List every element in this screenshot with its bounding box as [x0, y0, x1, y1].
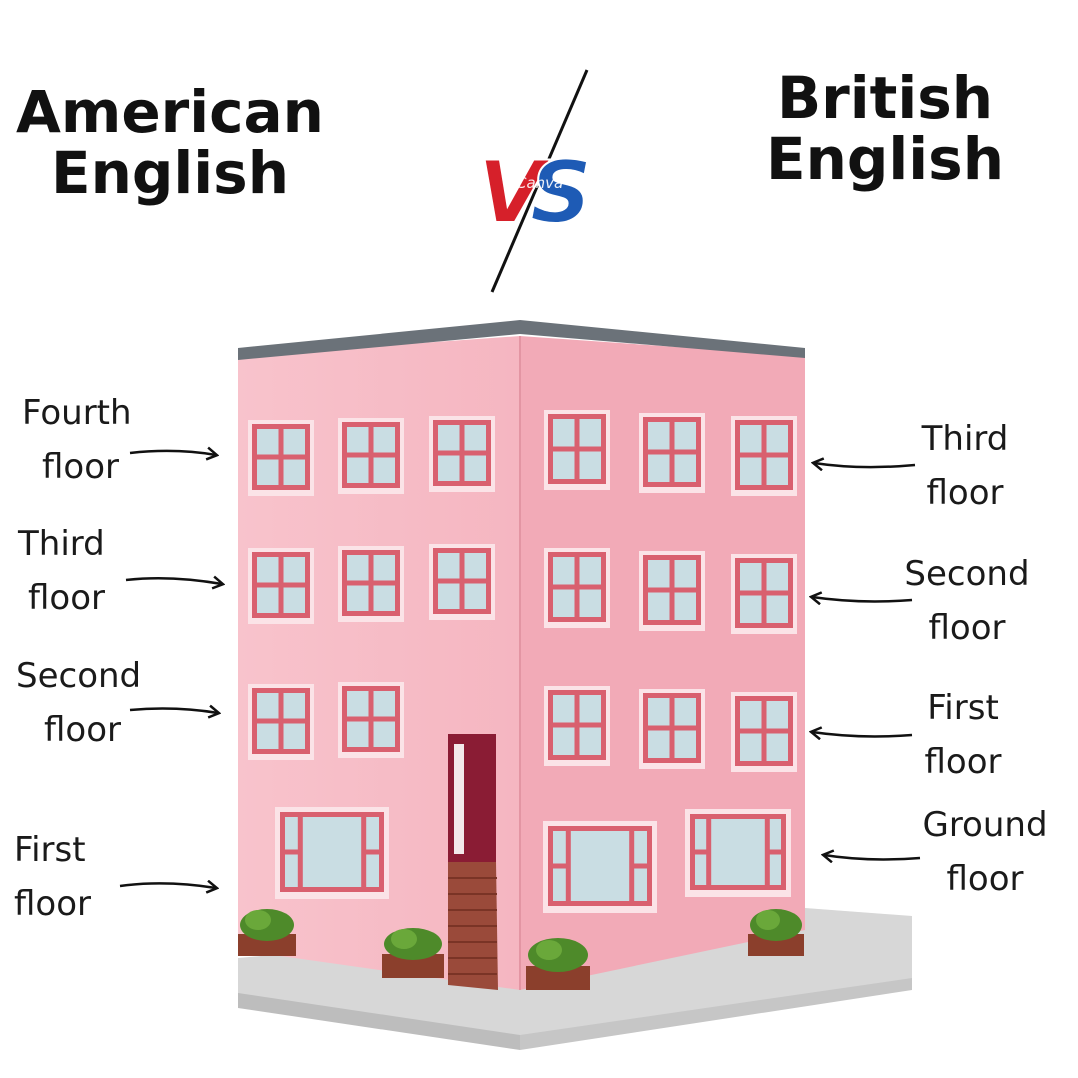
label-uk-ground-floor: Ground floor	[905, 798, 1065, 906]
label-line: floor	[14, 884, 91, 924]
window	[544, 410, 610, 490]
label-uk-first-floor: First floor	[893, 681, 1033, 789]
roof	[238, 320, 805, 360]
label-line: floor	[44, 710, 121, 750]
label-arrows	[119, 451, 921, 888]
versus-letter-v: V	[478, 143, 551, 243]
american-heading-line-1: American	[16, 78, 324, 146]
label-line: Second	[16, 656, 142, 696]
label-line: Fourth	[22, 393, 132, 433]
label-line: Ground	[922, 805, 1048, 845]
versus-watermark: Canva	[516, 174, 563, 192]
building	[238, 320, 805, 990]
entrance-door	[448, 734, 498, 990]
arrow-second-floor-us	[129, 709, 218, 713]
window	[731, 554, 797, 634]
window	[731, 692, 797, 772]
label-line: Second	[904, 554, 1030, 594]
window	[429, 544, 495, 620]
label-line: floor	[924, 742, 1002, 782]
british-english-heading: British English	[735, 68, 1035, 190]
label-line: Third	[921, 419, 1009, 459]
label-line: First	[927, 688, 999, 728]
label-uk-second-floor: Second floor	[887, 547, 1047, 655]
window-bay	[275, 807, 389, 899]
window	[338, 418, 404, 494]
window	[248, 684, 314, 760]
arrow-ground-floor-uk	[824, 855, 921, 859]
arrow-third-floor-uk	[814, 463, 916, 467]
window	[731, 416, 797, 496]
arrow-fourth-floor-us	[129, 451, 216, 455]
label-us-third-floor: Third floor	[18, 517, 105, 625]
label-line: Third	[18, 524, 105, 564]
window	[248, 548, 314, 624]
window	[429, 416, 495, 492]
window-bay	[543, 821, 657, 913]
label-line: floor	[928, 608, 1006, 648]
arrow-second-floor-uk	[812, 597, 913, 601]
window	[639, 551, 705, 631]
planters	[238, 909, 804, 990]
label-line: First	[14, 830, 86, 870]
american-heading-line-2: English	[50, 138, 289, 207]
label-line: floor	[28, 578, 105, 618]
window	[338, 546, 404, 622]
windows	[248, 410, 797, 913]
versus-logo: V S Canva	[477, 69, 593, 293]
british-heading-line-2: English	[765, 124, 1004, 193]
label-line: floor	[946, 859, 1024, 899]
arrow-first-floor-us	[119, 883, 216, 888]
window	[639, 689, 705, 769]
arrow-third-floor-us	[125, 578, 222, 584]
planter-3	[526, 938, 590, 990]
label-us-fourth-floor: Fourth floor	[22, 386, 132, 494]
window	[248, 420, 314, 496]
label-uk-third-floor: Third floor	[895, 412, 1035, 520]
window	[544, 548, 610, 628]
window-bay	[685, 809, 791, 897]
label-us-first-floor: First floor	[14, 823, 91, 931]
planter-1	[238, 909, 296, 956]
window	[544, 686, 610, 766]
label-us-second-floor: Second floor	[16, 649, 141, 757]
window	[338, 682, 404, 758]
planter-2	[382, 928, 444, 978]
british-heading-line-1: British	[776, 64, 994, 132]
window	[639, 413, 705, 493]
american-english-heading: American English	[0, 82, 340, 204]
arrow-first-floor-uk	[812, 732, 913, 736]
label-line: floor	[926, 473, 1004, 513]
planter-4	[748, 909, 804, 956]
versus-letter-s: S	[530, 143, 592, 243]
versus-slash	[490, 69, 589, 293]
label-line: floor	[42, 447, 119, 487]
